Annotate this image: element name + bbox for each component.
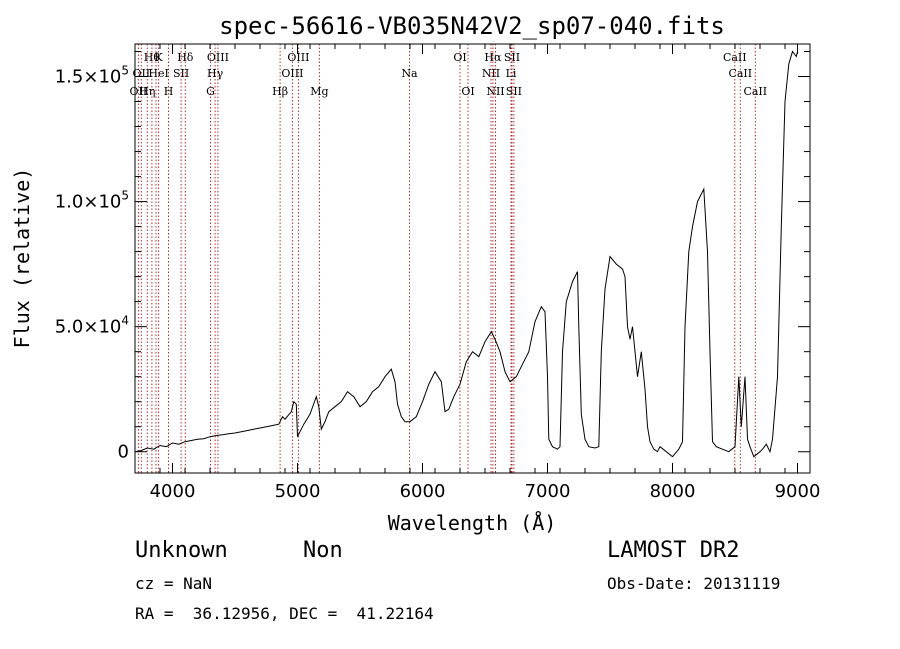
- line-label: NII: [486, 85, 504, 98]
- x-axis-label: Wavelength (Å): [388, 511, 557, 535]
- line-label: OI: [461, 85, 474, 98]
- line-label: SII: [504, 51, 520, 64]
- spectrum-chart: spec-56616-VB035N42V2_sp07-040.fits HθK H…: [10, 12, 821, 535]
- line-label: Hθ: [144, 51, 161, 64]
- y-axis-label: Flux (relative): [10, 168, 34, 349]
- line-label: Hη: [139, 85, 155, 98]
- spectrum-line: [134, 50, 798, 458]
- line-label: Hα: [484, 51, 502, 64]
- coordinates: RA = 36.12956, DEC = 41.22164: [135, 604, 434, 623]
- line-label: CaII: [728, 67, 752, 80]
- y-tick-label: 1.5×105: [55, 64, 129, 88]
- line-label: K: [154, 51, 163, 64]
- line-label: Hβ: [272, 85, 288, 98]
- x-tick-label: 7000: [525, 481, 571, 502]
- line-label: HeI: [148, 67, 168, 80]
- cz-value: cz = NaN: [135, 574, 213, 593]
- line-label: OIII: [207, 51, 229, 64]
- y-tick-label: 5.0×104: [55, 314, 129, 338]
- survey-label: LAMOST DR2: [607, 538, 740, 563]
- line-label: Hδ: [177, 51, 194, 64]
- chart-title: spec-56616-VB035N42V2_sp07-040.fits: [219, 12, 725, 40]
- x-tick-label: 8000: [650, 481, 696, 502]
- line-label: SII: [506, 85, 522, 98]
- line-label: NII: [482, 67, 500, 80]
- line-label: OIII: [287, 51, 309, 64]
- y-axis-ticks: 0 5.0×104 1.0×105 1.5×105: [55, 51, 810, 463]
- x-tick-label: 5000: [275, 481, 321, 502]
- line-label: OIII: [281, 67, 303, 80]
- plot-frame: [134, 43, 811, 474]
- x-tick-label: 9000: [775, 481, 821, 502]
- line-label: CaII: [723, 51, 747, 64]
- line-label: SII: [173, 67, 189, 80]
- obs-date: Obs-Date: 20131119: [607, 574, 781, 593]
- line-label: CaII: [743, 85, 767, 98]
- line-label: OII: [130, 85, 148, 98]
- emission-line-markers: [137, 44, 756, 473]
- line-label: OI: [453, 51, 466, 64]
- line-label: H: [164, 85, 174, 98]
- y-tick-label: 1.0×105: [55, 189, 129, 213]
- line-label: Li: [506, 67, 517, 80]
- y-tick-label: 0: [118, 442, 129, 463]
- line-label: Hγ: [207, 67, 224, 80]
- x-tick-label: 4000: [150, 481, 196, 502]
- class-label: Unknown: [135, 538, 228, 563]
- x-tick-label: 6000: [400, 481, 446, 502]
- subclass-label: Non: [303, 538, 343, 563]
- x-axis-ticks: 4000 5000 6000 7000 8000 9000: [134, 44, 821, 502]
- line-label: Mg: [310, 85, 328, 98]
- line-label: G: [206, 85, 215, 98]
- line-label: Na: [401, 67, 418, 80]
